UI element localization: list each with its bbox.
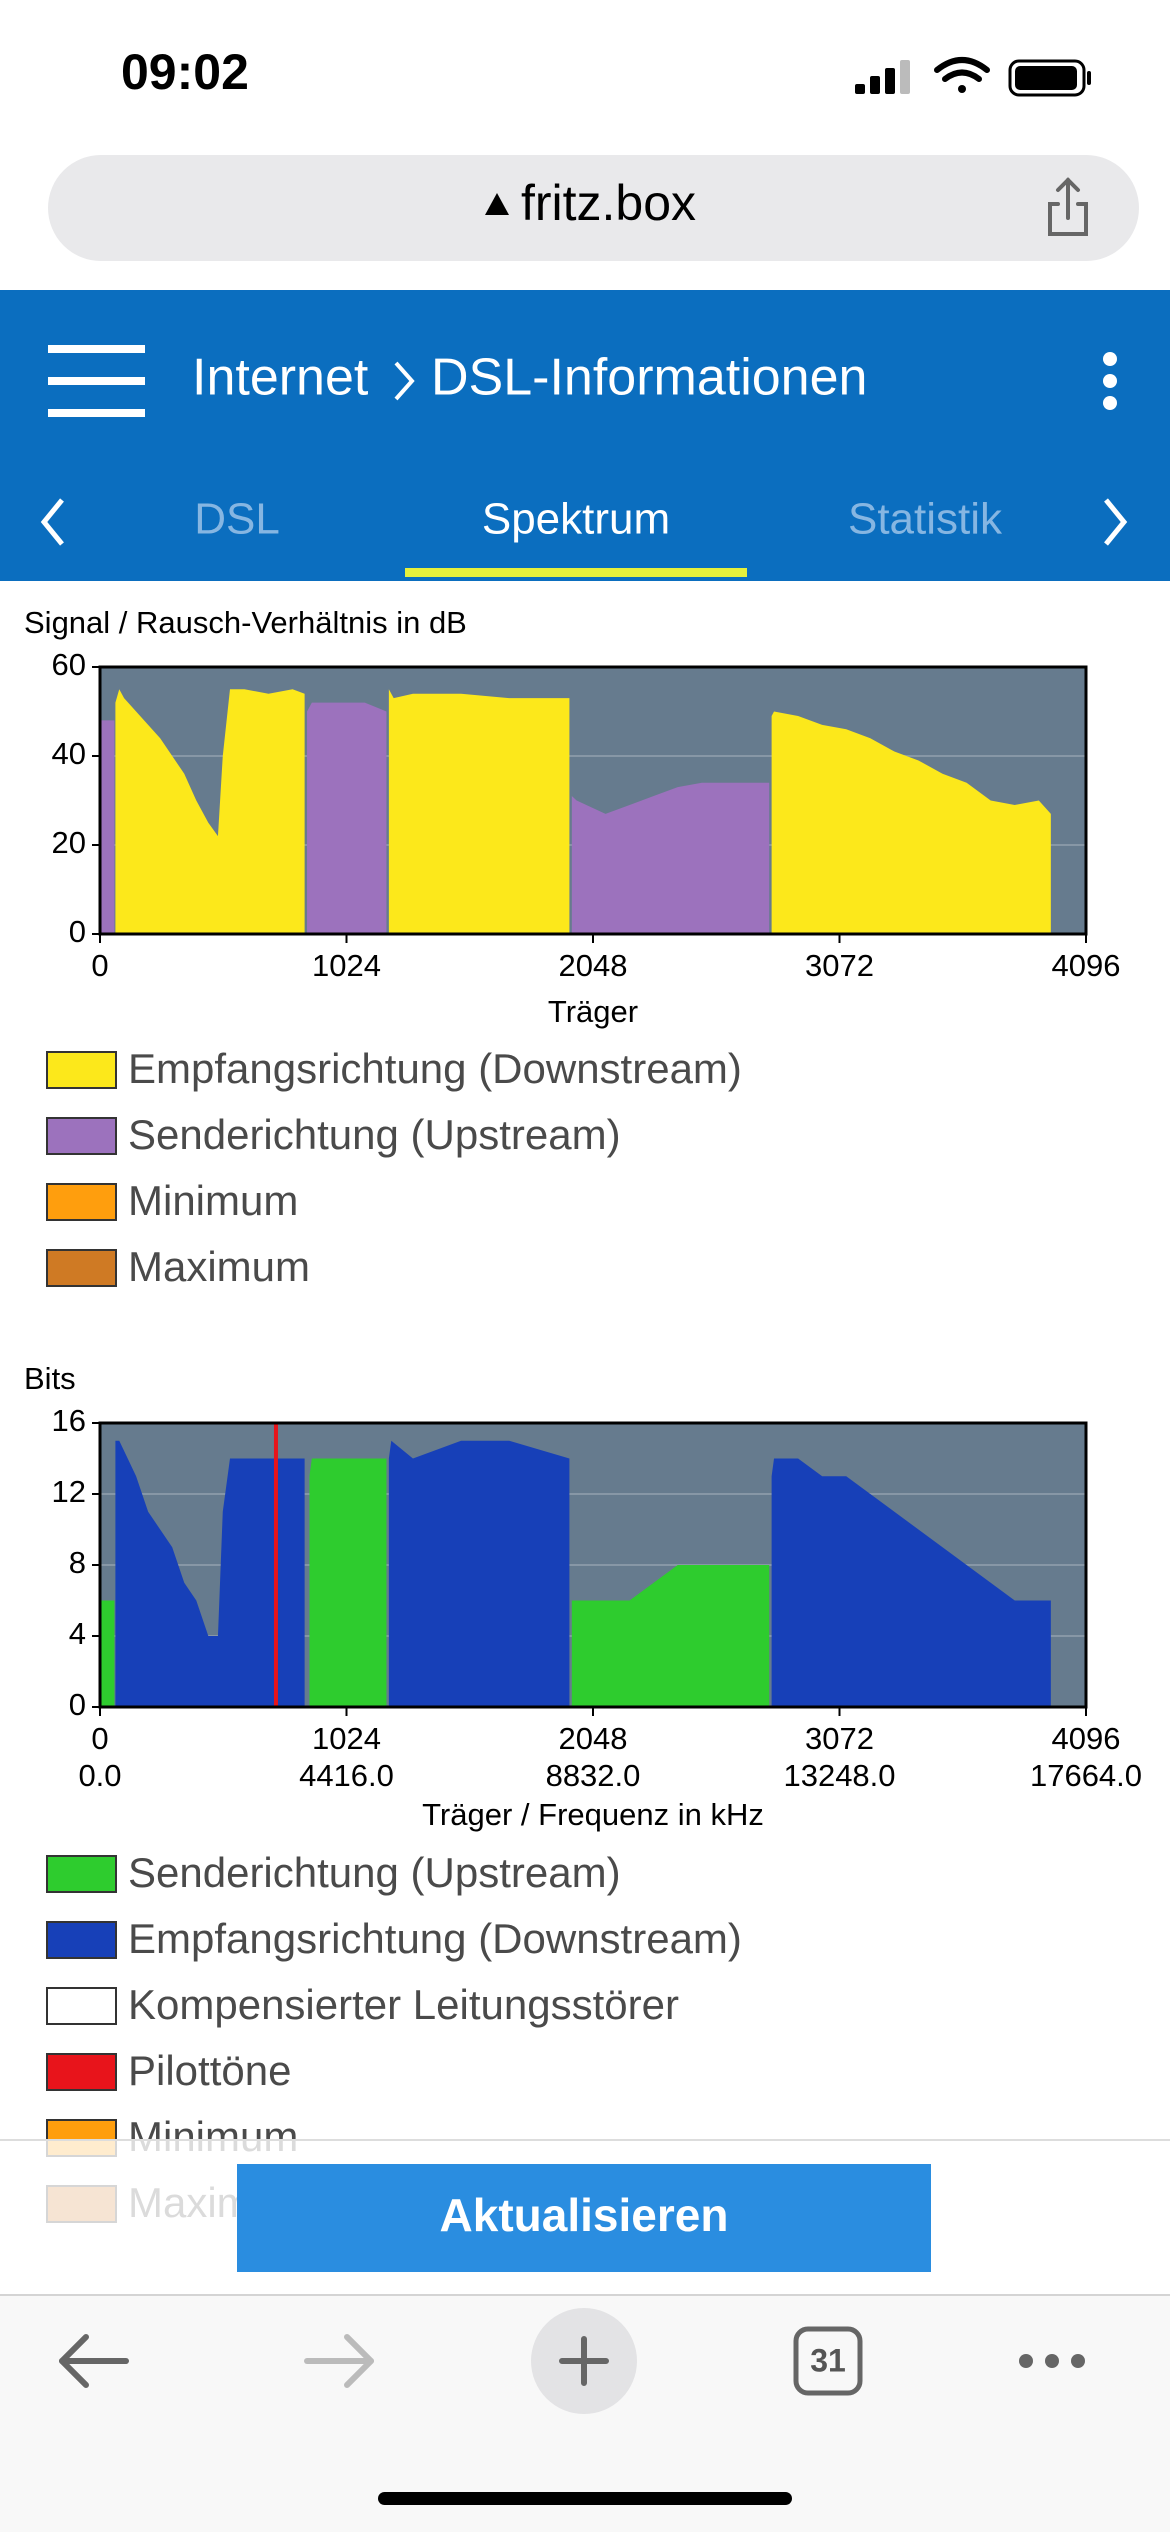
- y-tick-label: 12: [52, 1474, 86, 1509]
- signal-icon: [855, 60, 910, 94]
- y-tick-label: 40: [52, 736, 86, 771]
- back-button[interactable]: [59, 2334, 129, 2388]
- x-tick-label: 1024: [312, 1721, 381, 1756]
- tab[interactable]: Spektrum: [482, 495, 670, 544]
- legend-swatch: [46, 1249, 117, 1287]
- legend-label: Minimum: [128, 1177, 298, 1224]
- legend-label: Maximum: [128, 1243, 310, 1290]
- tab-indicator: [405, 568, 747, 577]
- x-tick-label: 0: [91, 948, 108, 983]
- legend-label: Empfangsrichtung (Downstream): [128, 1045, 742, 1092]
- legend-label: Kompensierter Leitungsstörer: [128, 1981, 679, 2028]
- status-time: 09:02: [121, 44, 249, 100]
- area-series: [100, 1458, 770, 1707]
- warning-icon: [485, 193, 509, 215]
- legend-label: Senderichtung (Upstream): [128, 1111, 621, 1158]
- x2-tick-label: 0.0: [78, 1758, 121, 1793]
- y-tick-label: 20: [52, 825, 86, 860]
- breadcrumb-item: DSL-Informationen: [431, 349, 867, 407]
- x-tick-label: 3072: [805, 1721, 874, 1756]
- x-tick-label: 2048: [559, 948, 628, 983]
- legend-swatch: [46, 1987, 117, 2025]
- area-series: [100, 702, 770, 934]
- legend-swatch: [46, 1117, 117, 1155]
- url-bar[interactable]: [48, 155, 1139, 261]
- y-tick-label: 0: [69, 914, 86, 949]
- legend-swatch: [46, 1921, 117, 1959]
- url-text[interactable]: fritz.box: [521, 175, 696, 231]
- tab-prev[interactable]: [40, 498, 64, 546]
- wifi-icon: [934, 57, 990, 93]
- plot-border: [98, 1421, 1088, 1709]
- plot-border: [98, 665, 1088, 936]
- legend-label: Empfangsrichtung (Downstream): [128, 1915, 742, 1962]
- tab-count[interactable]: 31: [810, 2342, 846, 2378]
- x-axis-title: Träger / Frequenz in kHz: [422, 1797, 764, 1832]
- tabs-button[interactable]: [793, 2326, 863, 2396]
- menu-button[interactable]: [48, 345, 145, 417]
- y-tick-label: 60: [52, 647, 86, 682]
- tab[interactable]: DSL: [194, 495, 280, 544]
- x-tick-label: 2048: [559, 1721, 628, 1756]
- charts: Signal / Rausch-Verhältnis in dB02040600…: [24, 605, 1142, 2226]
- legend-swatch: [46, 2053, 117, 2091]
- x2-tick-label: 4416.0: [299, 1758, 394, 1793]
- plus-icon: [559, 2336, 609, 2386]
- x-tick-label: 4096: [1052, 948, 1121, 983]
- y-axis-title: Bits: [24, 1361, 76, 1396]
- legend-swatch: [46, 1855, 117, 1893]
- app-header: [0, 290, 1170, 581]
- tab-bar: DSL Spektrum Statistik: [194, 495, 1003, 577]
- x-axis-title: Träger: [548, 994, 638, 1029]
- breadcrumb-separator: [394, 361, 415, 401]
- share-button[interactable]: [1048, 177, 1088, 236]
- x2-tick-label: 13248.0: [783, 1758, 895, 1793]
- x2-tick-label: 17664.0: [1030, 1758, 1142, 1793]
- legend-label: Pilottöne: [128, 2047, 291, 2094]
- x-tick-label: 0: [91, 1721, 108, 1756]
- forward-button[interactable]: [304, 2334, 374, 2388]
- breadcrumb-item[interactable]: Internet: [192, 349, 369, 407]
- y-tick-label: 0: [69, 1687, 86, 1722]
- area-series: [115, 689, 1051, 934]
- tab-next[interactable]: [1104, 498, 1128, 546]
- y-tick-label: 8: [69, 1545, 86, 1580]
- tab[interactable]: Statistik: [848, 495, 1003, 544]
- battery-icon: [1008, 59, 1091, 97]
- more-button[interactable]: [1103, 352, 1117, 410]
- y-tick-label: 16: [52, 1403, 86, 1438]
- y-axis-title: Signal / Rausch-Verhältnis in dB: [24, 605, 467, 640]
- x-tick-label: 1024: [312, 948, 381, 983]
- area-series: [115, 1440, 1051, 1707]
- legend-label: Senderichtung (Upstream): [128, 1849, 621, 1896]
- x-tick-label: 3072: [805, 948, 874, 983]
- y-tick-label: 4: [69, 1616, 86, 1651]
- refresh-button[interactable]: [237, 2164, 931, 2272]
- legend-swatch: [46, 1051, 117, 1089]
- menu-dots[interactable]: [1019, 2354, 1085, 2368]
- legend-swatch: [46, 1183, 117, 1221]
- home-indicator: [378, 2492, 792, 2505]
- x2-tick-label: 8832.0: [546, 1758, 641, 1793]
- x-tick-label: 4096: [1052, 1721, 1121, 1756]
- refresh-button-label[interactable]: Aktualisieren: [440, 2189, 729, 2241]
